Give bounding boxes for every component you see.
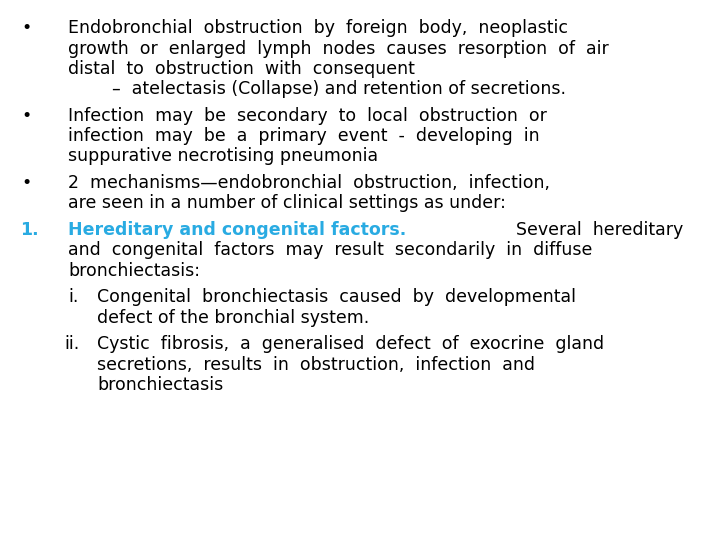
Text: –  atelectasis (Collapse) and retention of secretions.: – atelectasis (Collapse) and retention o…: [90, 80, 566, 98]
Text: defect of the bronchial system.: defect of the bronchial system.: [97, 308, 369, 327]
Text: Several  hereditary: Several hereditary: [505, 221, 683, 239]
Text: and  congenital  factors  may  result  secondarily  in  diffuse: and congenital factors may result second…: [68, 241, 593, 259]
Text: •: •: [22, 19, 32, 37]
Text: ii.: ii.: [65, 335, 80, 353]
Text: 2  mechanisms—endobronchial  obstruction,  infection,: 2 mechanisms—endobronchial obstruction, …: [68, 174, 550, 192]
Text: distal  to  obstruction  with  consequent: distal to obstruction with consequent: [68, 60, 415, 78]
Text: infection  may  be  a  primary  event  -  developing  in: infection may be a primary event - devel…: [68, 127, 540, 145]
Text: Congenital  bronchiectasis  caused  by  developmental: Congenital bronchiectasis caused by deve…: [97, 288, 576, 306]
Text: growth  or  enlarged  lymph  nodes  causes  resorption  of  air: growth or enlarged lymph nodes causes re…: [68, 40, 609, 58]
Text: bronchiectasis: bronchiectasis: [97, 376, 223, 394]
Text: suppurative necrotising pneumonia: suppurative necrotising pneumonia: [68, 147, 379, 165]
Text: i.: i.: [68, 288, 78, 306]
Text: secretions,  results  in  obstruction,  infection  and: secretions, results in obstruction, infe…: [97, 355, 535, 374]
Text: Hereditary and congenital factors.: Hereditary and congenital factors.: [68, 221, 407, 239]
Text: Cystic  fibrosis,  a  generalised  defect  of  exocrine  gland: Cystic fibrosis, a generalised defect of…: [97, 335, 604, 353]
Text: 1.: 1.: [20, 221, 39, 239]
Text: Infection  may  be  secondary  to  local  obstruction  or: Infection may be secondary to local obst…: [68, 107, 547, 125]
Text: bronchiectasis:: bronchiectasis:: [68, 261, 200, 280]
Text: are seen in a number of clinical settings as under:: are seen in a number of clinical setting…: [68, 194, 506, 212]
Text: •: •: [22, 174, 32, 192]
Text: Endobronchial  obstruction  by  foreign  body,  neoplastic: Endobronchial obstruction by foreign bod…: [68, 19, 568, 37]
Text: •: •: [22, 107, 32, 125]
